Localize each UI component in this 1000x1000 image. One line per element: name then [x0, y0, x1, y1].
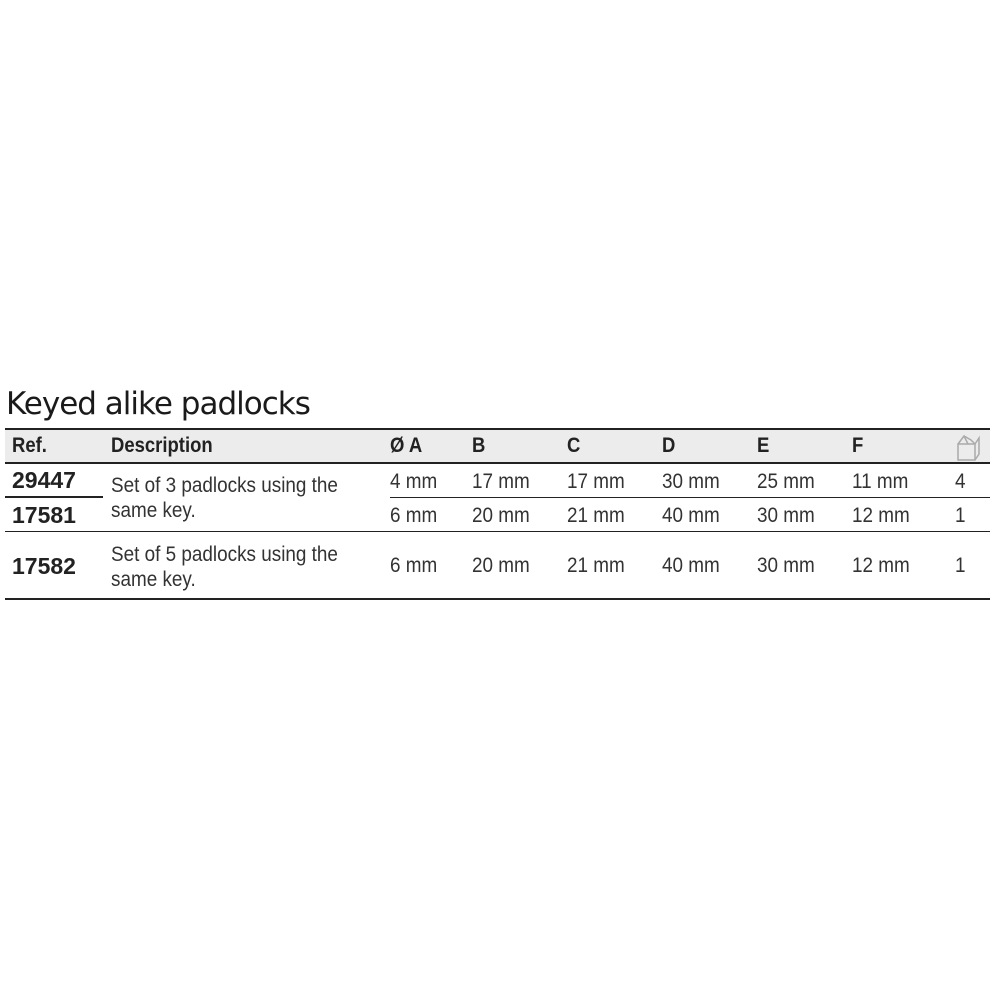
quantity: 1	[955, 504, 966, 527]
table-top-rule	[5, 428, 990, 430]
cell: 12 mm	[852, 554, 910, 577]
cell: 17 mm	[567, 470, 625, 493]
cell: 21 mm	[567, 554, 625, 577]
ref-17581: 17581	[12, 502, 76, 528]
quantity: 4	[955, 470, 966, 493]
cell: 21 mm	[567, 504, 625, 527]
header-ref: Ref.	[12, 434, 47, 457]
cell: 40 mm	[662, 554, 720, 577]
cell: 6 mm	[390, 554, 438, 577]
row-rule	[5, 496, 103, 498]
cell: 6 mm	[390, 504, 438, 527]
table-bottom-rule	[5, 598, 990, 600]
cell: 30 mm	[757, 554, 815, 577]
row-rule	[5, 531, 990, 532]
cell: 30 mm	[757, 504, 815, 527]
header-c: C	[567, 434, 581, 457]
header-rule	[5, 462, 990, 464]
cell: 20 mm	[472, 554, 530, 577]
cell: 30 mm	[662, 470, 720, 493]
header-description: Description	[111, 434, 213, 457]
description-set-3: Set of 3 padlocks using the same key.	[111, 474, 338, 522]
box-icon	[955, 432, 981, 467]
header-a: Ø A	[390, 434, 423, 457]
cell: 40 mm	[662, 504, 720, 527]
header-d: D	[662, 434, 676, 457]
description-set-5: Set of 5 padlocks using the same key.	[111, 543, 338, 591]
header-e: E	[757, 434, 770, 457]
table-header	[5, 430, 990, 462]
quantity: 1	[955, 554, 966, 577]
header-b: B	[472, 434, 486, 457]
cell: 11 mm	[852, 470, 909, 493]
ref-29447: 29447	[12, 467, 76, 493]
cell: 17 mm	[472, 470, 530, 493]
page-title: Keyed alike padlocks	[6, 386, 311, 422]
ref-17582: 17582	[12, 553, 76, 579]
cell: 12 mm	[852, 504, 910, 527]
cell: 4 mm	[390, 470, 438, 493]
header-f: F	[852, 434, 864, 457]
cell: 25 mm	[757, 470, 815, 493]
row-rule	[390, 497, 990, 498]
cell: 20 mm	[472, 504, 530, 527]
